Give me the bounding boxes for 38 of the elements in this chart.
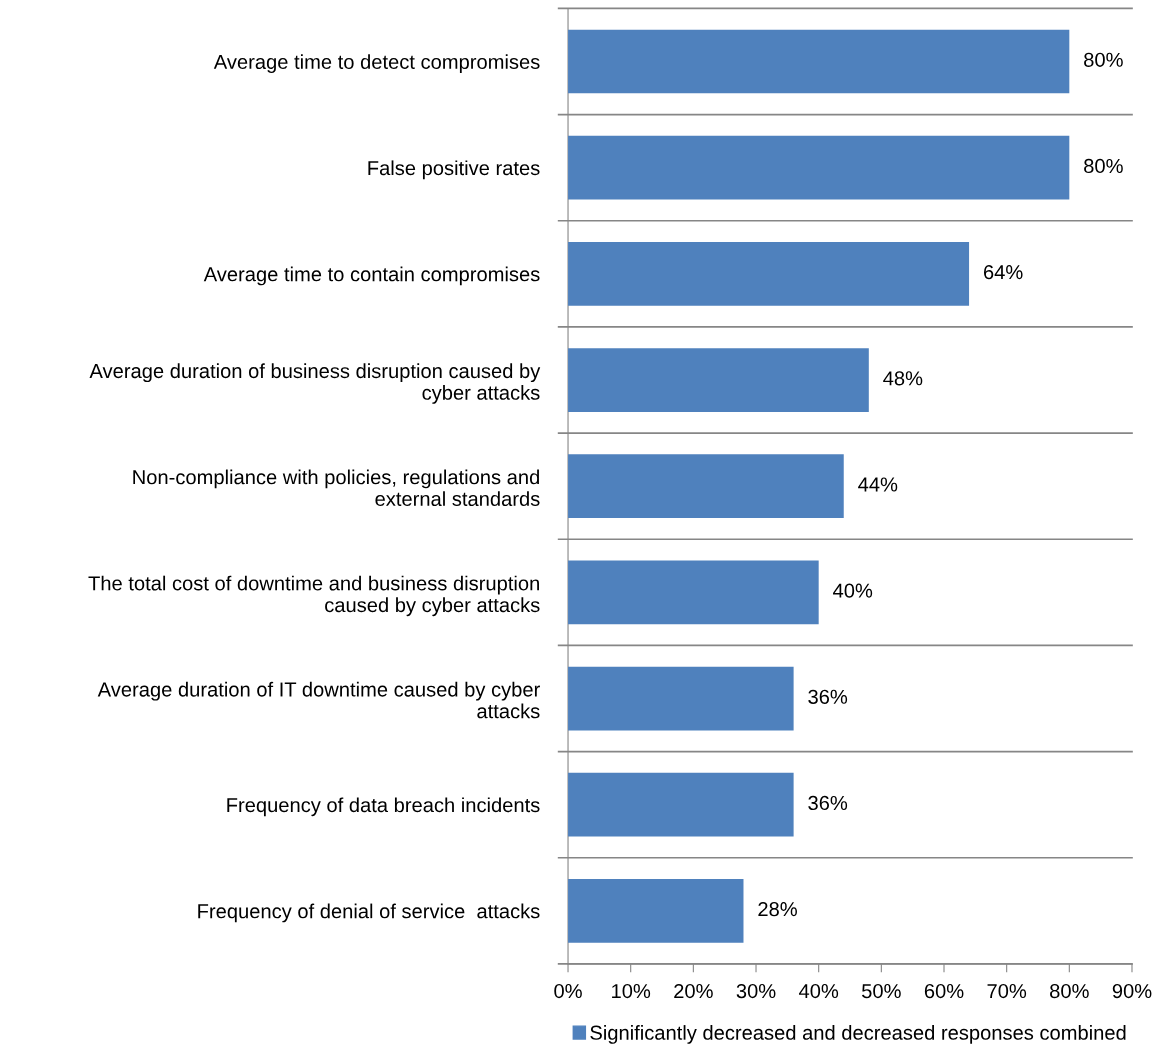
x-tick-label: 20% [674, 983, 713, 999]
x-tick-label: 90% [1112, 983, 1152, 999]
x-tick-label: 80% [1050, 983, 1089, 999]
bar [568, 242, 970, 306]
data-label: 64% [983, 265, 1023, 280]
legend-label: Significantly decreased and decreased responses combined [590, 1025, 1126, 1044]
x-tick-label: 30% [736, 983, 776, 999]
bar [568, 135, 1070, 200]
data-label: 44% [858, 477, 898, 492]
y-tick-label: Frequency of denial of service attacks [198, 903, 540, 923]
bar [568, 772, 794, 837]
data-label: 40% [833, 583, 873, 598]
data-label: 48% [883, 371, 923, 386]
data-label: 80% [1084, 158, 1123, 174]
bar [568, 879, 744, 943]
bar [568, 560, 819, 625]
y-tick-label: The total cost of downtime and business disruption caused by cyber attacks [88, 575, 540, 617]
y-tick-label: Average time to detect compromises [213, 54, 540, 73]
data-label: 80% [1084, 52, 1123, 67]
x-tick-label: 50% [861, 983, 901, 999]
y-tick-label: Average duration of business disruption caused by cyber attacks [89, 363, 541, 404]
bar [568, 454, 844, 519]
data-label: 28% [758, 902, 797, 917]
data-label: 36% [808, 689, 848, 704]
y-tick-label: Frequency of data breach incidents [227, 797, 540, 817]
y-tick-label: False positive rates [368, 160, 540, 180]
x-tick-label: 0% [554, 983, 582, 999]
x-tick-label: 60% [924, 983, 964, 999]
y-tick-label: Average time to contain compromises [203, 266, 540, 286]
bar [568, 666, 794, 731]
x-tick-label: 10% [612, 983, 651, 999]
y-tick-label: Non-compliance with policies, regulations and external standards [133, 469, 540, 506]
x-tick-label: 40% [798, 983, 839, 999]
bar [568, 29, 1070, 94]
bar [568, 348, 869, 412]
data-label: 36% [808, 795, 848, 811]
y-tick-label: Average duration of IT downtime caused by cyber attacks [97, 681, 540, 719]
x-tick-label: 70% [987, 983, 1027, 999]
